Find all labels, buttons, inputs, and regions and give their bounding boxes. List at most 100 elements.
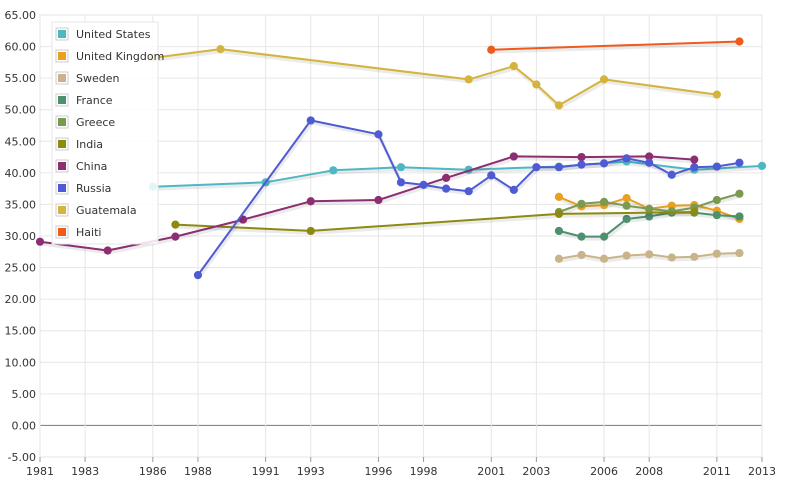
data-point	[396, 178, 406, 187]
y-tick-label: 25.00	[5, 262, 37, 275]
data-point	[712, 249, 721, 258]
x-tick-label: 1981	[26, 465, 54, 478]
data-point	[735, 189, 744, 198]
y-tick-label: 5.00	[12, 388, 37, 401]
data-point	[690, 155, 699, 164]
data-point	[554, 163, 564, 172]
data-point	[306, 116, 315, 125]
series-haiti	[487, 37, 744, 54]
legend-label: United States	[76, 28, 151, 41]
data-point	[599, 254, 609, 263]
legend-label: India	[76, 138, 103, 151]
data-point	[757, 161, 767, 171]
x-tick-label: 2013	[748, 465, 776, 478]
legend-label: France	[76, 94, 113, 107]
data-point	[396, 163, 406, 172]
legend-item: Guatemala	[55, 203, 137, 217]
legend-label: China	[76, 160, 107, 173]
y-tick-label: 60.00	[5, 41, 37, 54]
legend-label: Guatemala	[76, 204, 137, 217]
data-point	[306, 226, 315, 236]
data-point	[690, 163, 699, 172]
data-point	[622, 201, 631, 210]
data-point	[554, 192, 564, 201]
data-point	[171, 220, 180, 229]
data-point	[532, 80, 541, 89]
grid	[39, 14, 763, 458]
data-point	[554, 101, 564, 110]
data-point	[645, 158, 654, 167]
y-tick-label: 35.00	[5, 198, 37, 211]
y-tick-label: 0.00	[12, 419, 37, 432]
data-point	[735, 212, 744, 221]
y-tick-label: 20.00	[5, 293, 37, 306]
data-point	[171, 232, 180, 241]
data-point	[599, 75, 609, 84]
data-point	[599, 159, 609, 168]
data-point	[577, 250, 586, 260]
data-point	[487, 171, 496, 180]
y-tick-label: 15.00	[5, 325, 37, 338]
data-point	[306, 197, 315, 206]
data-point	[374, 130, 383, 139]
y-tick-label: 50.00	[5, 104, 37, 117]
legend-swatch	[58, 162, 66, 170]
data-point	[554, 226, 564, 236]
series-russia	[193, 116, 744, 280]
y-tick-label: -5.00	[8, 451, 36, 464]
data-point	[645, 250, 654, 259]
x-tick-label: 2008	[635, 465, 663, 478]
legend-label: Greece	[76, 116, 115, 129]
data-point	[599, 232, 609, 241]
data-point	[712, 162, 721, 171]
data-point	[577, 152, 586, 162]
legend-swatch	[58, 140, 66, 148]
legend-item: France	[55, 93, 113, 107]
legend-label: United Kingdom	[76, 50, 164, 63]
axes: -5.00 0.00 5.00 10.00 15.00 20.00 25.00 30.00 35…	[5, 9, 777, 478]
data-point	[329, 166, 338, 175]
data-point	[690, 252, 699, 261]
series-india	[171, 207, 699, 236]
data-point	[712, 195, 721, 205]
x-tick-label: 1993	[297, 465, 325, 478]
data-point	[487, 45, 496, 54]
legend-item: Greece	[55, 115, 115, 129]
legend-item: Sweden	[55, 71, 119, 85]
data-point	[532, 163, 541, 172]
legend: United States United Kingdom Sweden France G…	[51, 21, 164, 245]
y-tick-label: 55.00	[5, 72, 37, 85]
x-tick-label: 1988	[184, 465, 212, 478]
legend-item: Russia	[55, 181, 111, 195]
data-point	[645, 204, 654, 213]
data-point	[622, 194, 631, 203]
series-line	[175, 211, 695, 232]
data-point	[599, 197, 609, 207]
legend-swatch	[58, 74, 66, 82]
data-point	[509, 185, 518, 195]
x-tick-label: 2003	[522, 465, 550, 478]
y-tick-label: 10.00	[5, 356, 37, 369]
legend-box	[51, 21, 159, 245]
data-point	[464, 75, 473, 84]
data-point	[577, 160, 586, 169]
data-point	[712, 211, 721, 220]
y-tick-label: 65.00	[5, 9, 37, 22]
y-tick-label: 40.00	[5, 167, 37, 180]
legend-swatch	[58, 118, 66, 126]
data-point	[667, 253, 676, 262]
legend-swatch	[58, 206, 66, 214]
legend-item: Haiti	[55, 225, 101, 239]
x-tick-label: 1991	[252, 465, 280, 478]
data-point	[554, 254, 564, 263]
series-line	[491, 40, 740, 51]
data-point	[622, 214, 631, 224]
legend-label: Russia	[76, 182, 111, 195]
x-tick-label: 1996	[364, 465, 392, 478]
legend-swatch	[58, 96, 66, 104]
data-point	[442, 184, 451, 193]
data-point	[103, 246, 112, 255]
data-point	[622, 251, 631, 260]
